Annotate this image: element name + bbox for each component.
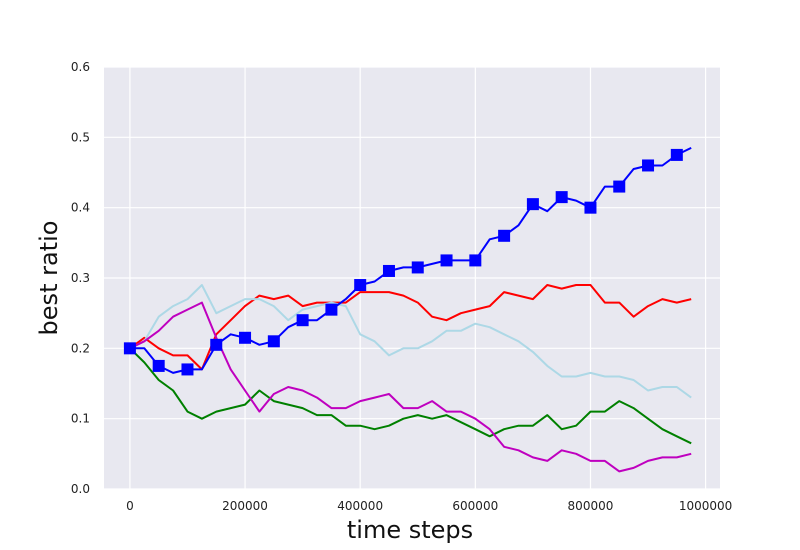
y-tick-label: 0.6 [71,60,90,74]
y-tick-label: 0.1 [71,412,90,426]
x-tick-label: 400000 [337,499,383,513]
series-marker [123,342,136,355]
series-marker [411,261,424,274]
x-tick-label: 200000 [222,499,268,513]
y-tick-label: 0.5 [71,130,90,144]
series-marker [210,338,223,351]
series-marker [642,159,655,172]
y-tick-labels: 0.0 0.1 0.2 0.3 0.4 0.5 0.6 [71,60,90,496]
series-marker [498,229,511,242]
series-marker [239,331,252,344]
y-tick-label: 0.3 [71,271,90,285]
series-line [129,347,692,445]
x-tick-labels: 0 200000 400000 600000 800000 1000000 [126,499,732,513]
y-axis-label: best ratio [35,221,63,336]
series-marker [296,314,309,327]
y-tick-label: 0.2 [71,341,90,355]
series-marker [354,279,367,292]
series-marker [613,180,626,193]
series-marker [440,254,453,267]
x-tick-label: 1000000 [679,499,732,513]
series-marker [181,363,194,376]
series-marker [469,254,482,267]
series-group [123,147,692,473]
series-marker [555,191,568,204]
x-tick-label: 600000 [452,499,498,513]
series-line [129,147,692,374]
x-axis-label: time steps [347,516,473,544]
series-marker [152,359,165,372]
x-tick-label: 0 [126,499,134,513]
grid [104,66,720,490]
x-tick-label: 800000 [568,499,614,513]
y-tick-label: 0.4 [71,201,90,215]
series-marker [526,198,539,211]
y-tick-label: 0.0 [71,482,90,496]
series-marker [382,264,395,277]
series-marker [584,201,597,214]
series-marker [670,148,683,161]
series-marker [267,335,280,348]
series-marker [325,303,338,316]
series-line [129,284,692,371]
series-line [129,301,692,473]
series-line [129,284,692,399]
